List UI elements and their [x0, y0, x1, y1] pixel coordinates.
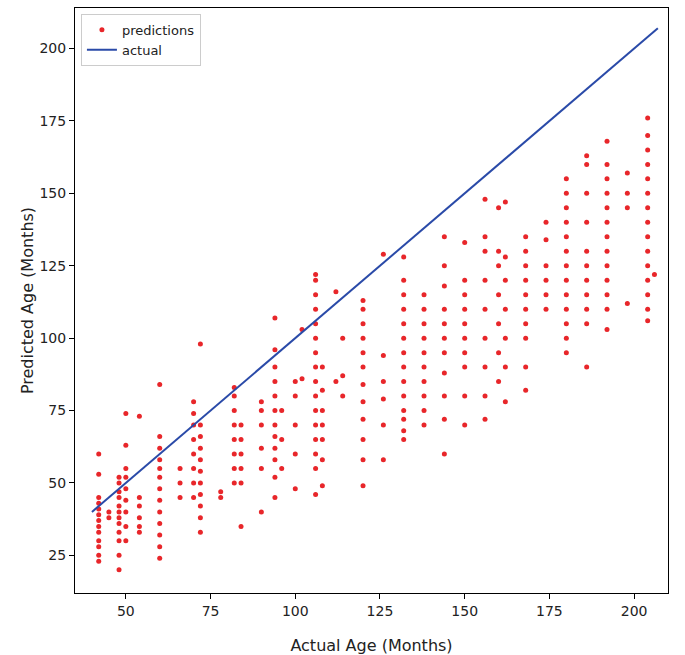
svg-text:50: 50 [117, 603, 135, 619]
svg-text:Predicted Age (Months): Predicted Age (Months) [18, 207, 37, 394]
svg-text:predictions: predictions [122, 23, 194, 38]
svg-text:75: 75 [202, 603, 220, 619]
svg-text:200: 200 [621, 603, 648, 619]
svg-text:125: 125 [39, 258, 66, 274]
svg-text:75: 75 [48, 402, 66, 418]
svg-text:100: 100 [282, 603, 309, 619]
svg-text:25: 25 [48, 547, 66, 563]
svg-text:actual: actual [122, 43, 162, 58]
svg-text:50: 50 [48, 475, 66, 491]
svg-text:100: 100 [39, 330, 66, 346]
svg-text:175: 175 [536, 603, 563, 619]
svg-text:150: 150 [39, 185, 66, 201]
svg-text:175: 175 [39, 113, 66, 129]
svg-text:125: 125 [367, 603, 394, 619]
svg-text:Actual Age (Months): Actual Age (Months) [290, 636, 452, 655]
svg-text:150: 150 [451, 603, 478, 619]
svg-text:200: 200 [39, 40, 66, 56]
